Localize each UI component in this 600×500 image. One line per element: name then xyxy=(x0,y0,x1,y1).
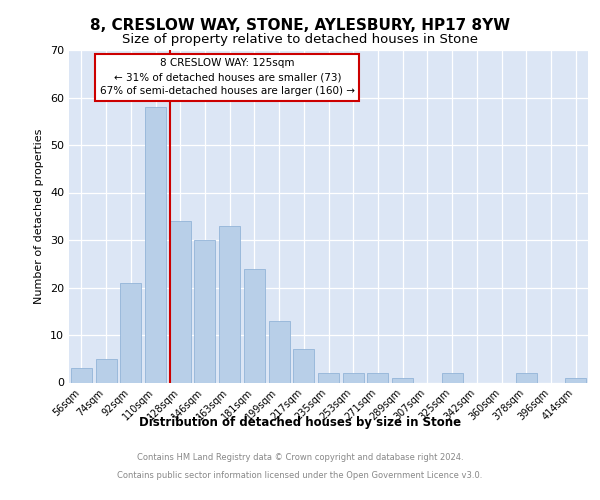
Text: Size of property relative to detached houses in Stone: Size of property relative to detached ho… xyxy=(122,32,478,46)
Bar xyxy=(194,240,215,382)
Bar xyxy=(145,107,166,382)
Bar xyxy=(120,283,141,382)
Bar xyxy=(367,373,388,382)
Text: 8 CRESLOW WAY: 125sqm
← 31% of detached houses are smaller (73)
67% of semi-deta: 8 CRESLOW WAY: 125sqm ← 31% of detached … xyxy=(100,58,355,96)
Bar xyxy=(269,321,290,382)
Bar xyxy=(318,373,339,382)
Text: 8, CRESLOW WAY, STONE, AYLESBURY, HP17 8YW: 8, CRESLOW WAY, STONE, AYLESBURY, HP17 8… xyxy=(90,18,510,32)
Text: Distribution of detached houses by size in Stone: Distribution of detached houses by size … xyxy=(139,416,461,429)
Bar xyxy=(516,373,537,382)
Bar xyxy=(71,368,92,382)
Bar xyxy=(170,221,191,382)
Bar xyxy=(565,378,586,382)
Bar xyxy=(219,226,240,382)
Bar xyxy=(392,378,413,382)
Y-axis label: Number of detached properties: Number of detached properties xyxy=(34,128,44,304)
Bar xyxy=(343,373,364,382)
Bar xyxy=(293,349,314,382)
Text: Contains HM Land Registry data © Crown copyright and database right 2024.: Contains HM Land Registry data © Crown c… xyxy=(137,453,463,462)
Bar xyxy=(95,359,116,382)
Text: Contains public sector information licensed under the Open Government Licence v3: Contains public sector information licen… xyxy=(118,472,482,480)
Bar xyxy=(244,268,265,382)
Bar xyxy=(442,373,463,382)
